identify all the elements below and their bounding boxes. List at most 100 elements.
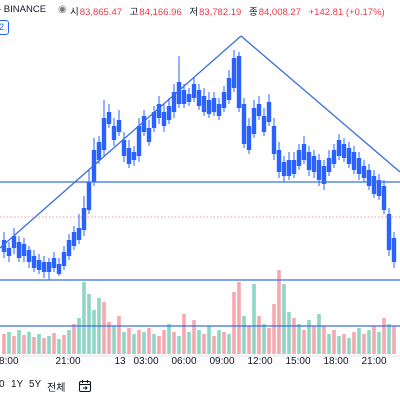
volume-bar (297, 324, 301, 354)
range-5y-button[interactable]: 5Y (29, 379, 42, 390)
candle-body (56, 264, 62, 274)
volume-bar (27, 332, 31, 354)
volume-bar (207, 326, 211, 354)
volume-bar (287, 312, 291, 354)
candle-body (356, 158, 362, 174)
volume-bar (67, 330, 71, 354)
time-axis-label: 12:00 (247, 356, 273, 367)
volume-bar (112, 326, 116, 354)
volume-bar (322, 326, 326, 354)
volume-bar (312, 326, 316, 354)
time-axis-label: 18:00 (323, 356, 349, 367)
candle-body (316, 160, 322, 180)
change-value: +142.81 (+0.17%) (308, 7, 385, 18)
volume-bar (357, 328, 361, 354)
volume-bar (272, 304, 276, 354)
ohlc-header: - BINANCE ◉ 시83,865.47 고84,166.96 저83,78… (0, 0, 400, 20)
volume-bar (347, 338, 351, 354)
candle-body (331, 150, 337, 164)
volume-bar (117, 316, 121, 354)
candle-body (341, 144, 347, 158)
volume-bar (282, 284, 286, 354)
candle-body (141, 116, 147, 132)
candle-body (241, 104, 247, 144)
candle-body (166, 106, 172, 120)
close-value: 84,008.27 (258, 7, 301, 18)
candle-body (31, 256, 37, 268)
time-axis: 18:00 21:00 13 03:00 06:00 09:00 12:00 1… (0, 356, 400, 372)
volume-bar (182, 314, 186, 354)
candle-body (101, 118, 107, 150)
candle-body (156, 104, 162, 118)
volume-bar (372, 326, 376, 354)
candle-body (286, 160, 292, 176)
trend-line-down (240, 35, 400, 173)
candle-body (321, 166, 327, 184)
volume-bar (142, 332, 146, 354)
time-axis-label: 06:00 (171, 356, 197, 367)
volume-bar (82, 282, 86, 354)
open-value: 83,865.47 (79, 7, 123, 18)
candle-body (126, 148, 132, 164)
candle-body (86, 182, 92, 210)
candle-body (46, 262, 52, 272)
volume-bar (392, 326, 396, 354)
volume-bar (152, 334, 156, 354)
symbol-exchange[interactable]: - BINANCE (0, 4, 47, 15)
candle-body (336, 140, 342, 156)
candle-body (111, 126, 117, 140)
trend-line-up (0, 35, 242, 249)
low-key: 저 (189, 7, 199, 18)
volume-bar (302, 330, 306, 354)
volume-bar (202, 334, 206, 354)
volume-bar (267, 328, 271, 354)
indicator-count-badge[interactable]: 2 (0, 20, 9, 35)
candle-body (246, 126, 252, 150)
low-value: 83,782.19 (199, 7, 242, 18)
candle-body (41, 262, 47, 272)
candle-body (371, 176, 377, 194)
candle-body (216, 104, 222, 116)
volume-bar (62, 335, 66, 354)
volume-bar (22, 335, 26, 354)
volume-bar (137, 330, 141, 354)
volume-bar (222, 332, 226, 354)
candle-body (1, 240, 7, 252)
volume-bar (177, 336, 181, 354)
candle-body (6, 248, 12, 256)
candle-body (151, 112, 157, 128)
volume-bar (332, 330, 336, 354)
calendar-goto-icon[interactable] (78, 379, 92, 393)
ohlc-values: 시83,865.47 고84,166.96 저83,782.19 종84,008… (70, 4, 390, 18)
volume-bar (362, 334, 366, 354)
range-1y-button[interactable]: 1Y (11, 379, 24, 390)
candle-body (296, 150, 302, 166)
volume-bar (307, 320, 311, 354)
volume-bar (192, 320, 196, 354)
candle-body (186, 94, 192, 102)
close-key: 종 (248, 7, 258, 18)
volume-bar (32, 337, 36, 354)
volume-bar (367, 330, 371, 354)
candle-body (291, 160, 297, 174)
candle-body (281, 162, 287, 176)
candle-body (251, 108, 257, 134)
volume-bar (257, 316, 261, 354)
candle-body (381, 186, 387, 210)
candle-body (226, 78, 232, 100)
volume-bar (122, 332, 126, 354)
candle-body (201, 96, 207, 112)
volume-bar (167, 324, 171, 354)
candle-body (266, 102, 272, 122)
volume-bar (197, 330, 201, 354)
candle-body (131, 152, 137, 160)
candle-body (261, 116, 267, 132)
candle-body (51, 258, 57, 268)
candle-body (366, 170, 372, 186)
range-button[interactable]: 0 (0, 379, 5, 390)
volume-bar (252, 284, 256, 354)
time-axis-label: 09:00 (209, 356, 235, 367)
eye-icon[interactable]: ◉ (58, 4, 67, 15)
range-all-button[interactable]: 전체 (47, 379, 65, 394)
